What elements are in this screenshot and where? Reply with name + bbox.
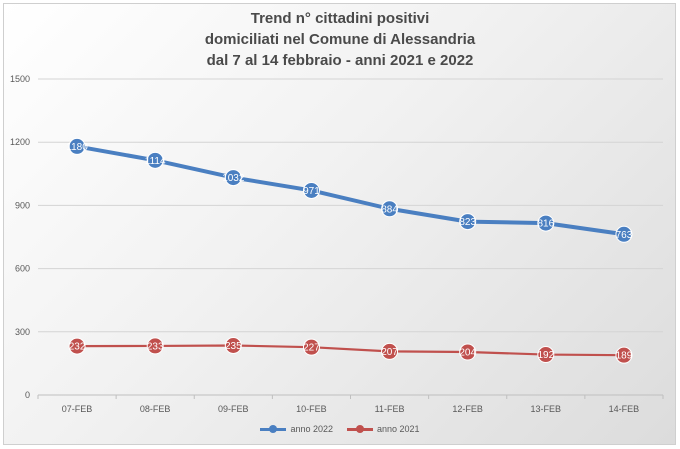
legend-label-2022: anno 2022 [290,424,333,434]
legend-label-2021: anno 2021 [377,424,420,434]
data-label: 204 [459,348,476,359]
data-point [224,169,242,187]
data-label: 233 [147,341,164,352]
chart-legend: anno 2022 anno 2021 [0,424,680,434]
data-label: 192 [537,350,554,361]
legend-swatch-2022 [260,425,287,433]
x-tick-label: 12-FEB [452,404,483,414]
data-point [381,342,399,360]
x-tick-label: 08-FEB [140,404,171,414]
legend-swatch-2021 [347,425,373,433]
legend-item-2022: anno 2022 [260,424,333,434]
y-tick-label: 0 [25,390,30,400]
data-point [302,181,320,199]
chart-title-line-1: Trend n° cittadini positivi [250,10,430,27]
y-tick-label: 600 [15,264,30,274]
x-tick-label: 13-FEB [531,404,562,414]
y-tick-label: 1200 [10,137,30,147]
data-label: 1032 [222,173,245,184]
y-tick-label: 1500 [10,74,30,84]
data-label: 227 [303,343,320,354]
chart-title-line-3: dal 7 al 14 febbraio - anni 2021 e 2022 [206,52,474,69]
series-line-anno-2022 [76,144,625,237]
data-label: 189 [616,351,633,362]
data-label: 763 [616,230,633,241]
data-point [459,213,477,231]
data-point [459,343,477,361]
y-tick-label: 900 [15,200,30,210]
legend-item-2021: anno 2021 [347,424,420,434]
chart-title-line-2: domiciliati nel Comune di Alessandria [204,31,476,48]
data-label: 816 [537,219,554,230]
chart-title: Trend n° cittadini positivi domiciliati … [0,8,680,71]
data-point [146,151,164,169]
data-point [302,338,320,356]
data-label: 1180 [66,142,88,153]
data-label: 823 [459,217,476,228]
data-point [615,225,633,243]
x-tick-label: 09-FEB [218,404,249,414]
data-label: 232 [69,342,86,353]
data-point [615,346,633,364]
series-line-anno-2021 [77,344,624,357]
data-point [68,337,86,355]
x-tick-label: 14-FEB [609,404,640,414]
data-label: 971 [303,186,320,197]
data-label: 235 [225,341,242,352]
data-label: 1114 [145,156,166,167]
data-point [381,200,399,218]
x-tick-label: 10-FEB [296,404,327,414]
data-point [537,214,555,232]
data-point [68,137,86,155]
data-point [224,336,242,354]
data-label: 884 [381,204,398,215]
x-tick-label: 07-FEB [62,404,93,414]
data-point [537,346,555,364]
data-point [146,337,164,355]
y-tick-label: 300 [15,327,30,337]
data-label: 207 [381,347,398,358]
x-tick-label: 11-FEB [375,404,405,414]
